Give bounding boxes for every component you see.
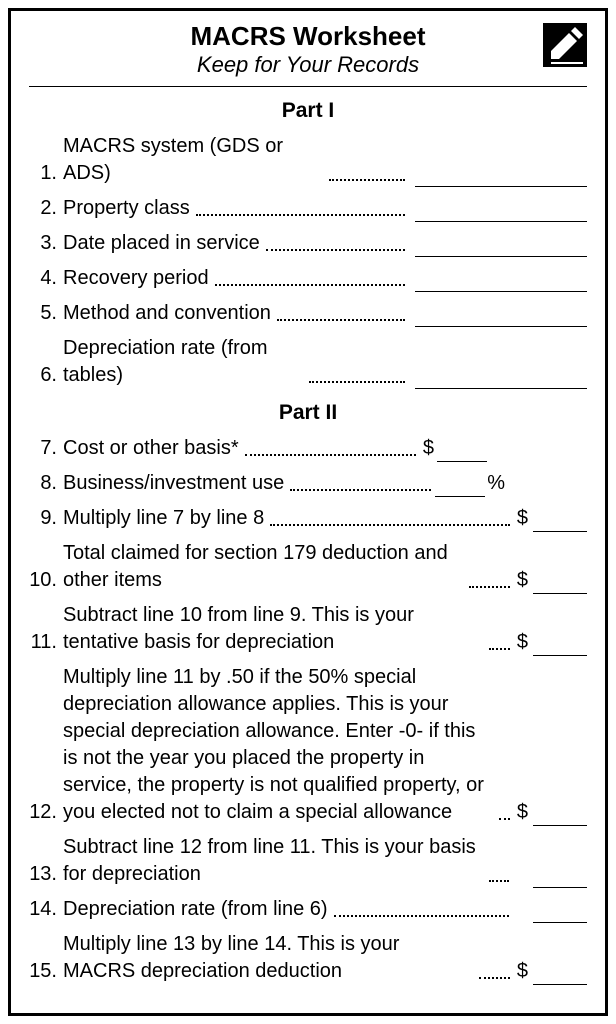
line-number: 1. bbox=[29, 160, 63, 187]
entry-blank[interactable] bbox=[415, 388, 587, 389]
line-label: Date placed in service bbox=[63, 230, 260, 257]
pencil-icon bbox=[543, 23, 587, 67]
line-label: Property class bbox=[63, 195, 190, 222]
line-1: 1. MACRS system (GDS or ADS) bbox=[29, 133, 587, 187]
line-number: 15. bbox=[29, 958, 63, 985]
line-11: 11. Subtract line 10 from line 9. This i… bbox=[29, 602, 587, 656]
entry-blank[interactable] bbox=[533, 922, 587, 923]
worksheet-subtitle: Keep for Your Records bbox=[29, 52, 587, 78]
leader-dots bbox=[479, 977, 510, 979]
line-number: 7. bbox=[29, 435, 63, 462]
entry-blank[interactable] bbox=[533, 825, 587, 826]
line-number: 6. bbox=[29, 362, 63, 389]
line-8: 8. Business/investment use % bbox=[29, 470, 587, 497]
line-number: 12. bbox=[29, 799, 63, 826]
entry-blank[interactable] bbox=[533, 593, 587, 594]
part1-heading: Part I bbox=[29, 99, 587, 123]
entry-blank[interactable] bbox=[415, 256, 587, 257]
line-label: Subtract line 10 from line 9. This is yo… bbox=[63, 602, 483, 656]
leader-dots bbox=[489, 880, 509, 882]
line-label: Method and convention bbox=[63, 300, 271, 327]
line-number: 4. bbox=[29, 265, 63, 292]
line-12: 12. Multiply line 11 by .50 if the 50% s… bbox=[29, 664, 587, 826]
line-label: Depreciation rate (from line 6) bbox=[63, 896, 328, 923]
line-3: 3. Date placed in service bbox=[29, 230, 587, 257]
line-4: 4. Recovery period bbox=[29, 265, 587, 292]
line-label: MACRS system (GDS or ADS) bbox=[63, 133, 323, 187]
line-14: 14. Depreciation rate (from line 6) bbox=[29, 896, 587, 923]
line-label: Multiply line 7 by line 8 bbox=[63, 505, 264, 532]
entry-blank[interactable] bbox=[533, 887, 587, 888]
line-label: Multiply line 11 by .50 if the 50% speci… bbox=[63, 664, 493, 826]
line-label: Business/investment use bbox=[63, 470, 284, 497]
entry-blank[interactable] bbox=[533, 531, 587, 532]
line-number: 2. bbox=[29, 195, 63, 222]
line-number: 13. bbox=[29, 861, 63, 888]
line-6: 6. Depreciation rate (from tables) bbox=[29, 335, 587, 389]
dollar-sign: $ bbox=[514, 505, 531, 532]
leader-dots bbox=[215, 284, 405, 286]
entry-blank[interactable] bbox=[415, 291, 587, 292]
dollar-sign: $ bbox=[514, 629, 531, 656]
leader-dots bbox=[266, 249, 405, 251]
leader-dots bbox=[290, 489, 431, 491]
line-number: 10. bbox=[29, 567, 63, 594]
entry-blank[interactable] bbox=[415, 186, 587, 187]
line-13: 13. Subtract line 12 from line 11. This … bbox=[29, 834, 587, 888]
line-label: Cost or other basis* bbox=[63, 435, 239, 462]
part1-lines: 1. MACRS system (GDS or ADS) 2. Property… bbox=[29, 133, 587, 389]
leader-dots bbox=[329, 179, 405, 181]
line-label: Total claimed for section 179 deduction … bbox=[63, 540, 463, 594]
entry-blank[interactable] bbox=[533, 655, 587, 656]
entry-blank[interactable] bbox=[435, 496, 485, 497]
part2-lines: 7. Cost or other basis* $ 8. Business/in… bbox=[29, 435, 587, 985]
dollar-sign: $ bbox=[514, 799, 531, 826]
leader-dots bbox=[277, 319, 405, 321]
worksheet-title: MACRS Worksheet bbox=[29, 21, 587, 52]
line-label: Depreciation rate (from tables) bbox=[63, 335, 303, 389]
line-7: 7. Cost or other basis* $ bbox=[29, 435, 587, 462]
leader-dots bbox=[245, 454, 416, 456]
part2-heading: Part II bbox=[29, 401, 587, 425]
line-number: 14. bbox=[29, 896, 63, 923]
entry-blank[interactable] bbox=[533, 984, 587, 985]
line-label: Recovery period bbox=[63, 265, 209, 292]
leader-dots bbox=[499, 818, 510, 820]
entry-blank[interactable] bbox=[415, 221, 587, 222]
dollar-sign: $ bbox=[514, 567, 531, 594]
line-10: 10. Total claimed for section 179 deduct… bbox=[29, 540, 587, 594]
line-9: 9. Multiply line 7 by line 8 $ bbox=[29, 505, 587, 532]
line-number: 11. bbox=[29, 629, 63, 656]
leader-dots bbox=[334, 915, 509, 917]
dollar-sign: $ bbox=[514, 958, 531, 985]
line-5: 5. Method and convention bbox=[29, 300, 587, 327]
macrs-worksheet: MACRS Worksheet Keep for Your Records Pa… bbox=[8, 8, 608, 1016]
percent-sign: % bbox=[485, 470, 505, 497]
line-15: 15. Multiply line 13 by line 14. This is… bbox=[29, 931, 587, 985]
line-label: Multiply line 13 by line 14. This is you… bbox=[63, 931, 473, 985]
dollar-sign: $ bbox=[420, 435, 437, 462]
entry-blank[interactable] bbox=[437, 461, 487, 462]
line-number: 5. bbox=[29, 300, 63, 327]
leader-dots bbox=[196, 214, 405, 216]
line-number: 8. bbox=[29, 470, 63, 497]
leader-dots bbox=[469, 586, 510, 588]
worksheet-header: MACRS Worksheet Keep for Your Records bbox=[29, 21, 587, 87]
line-number: 3. bbox=[29, 230, 63, 257]
entry-blank[interactable] bbox=[415, 326, 587, 327]
leader-dots bbox=[489, 648, 510, 650]
line-number: 9. bbox=[29, 505, 63, 532]
line-label: Subtract line 12 from line 11. This is y… bbox=[63, 834, 483, 888]
leader-dots bbox=[270, 524, 510, 526]
line-2: 2. Property class bbox=[29, 195, 587, 222]
leader-dots bbox=[309, 381, 405, 383]
